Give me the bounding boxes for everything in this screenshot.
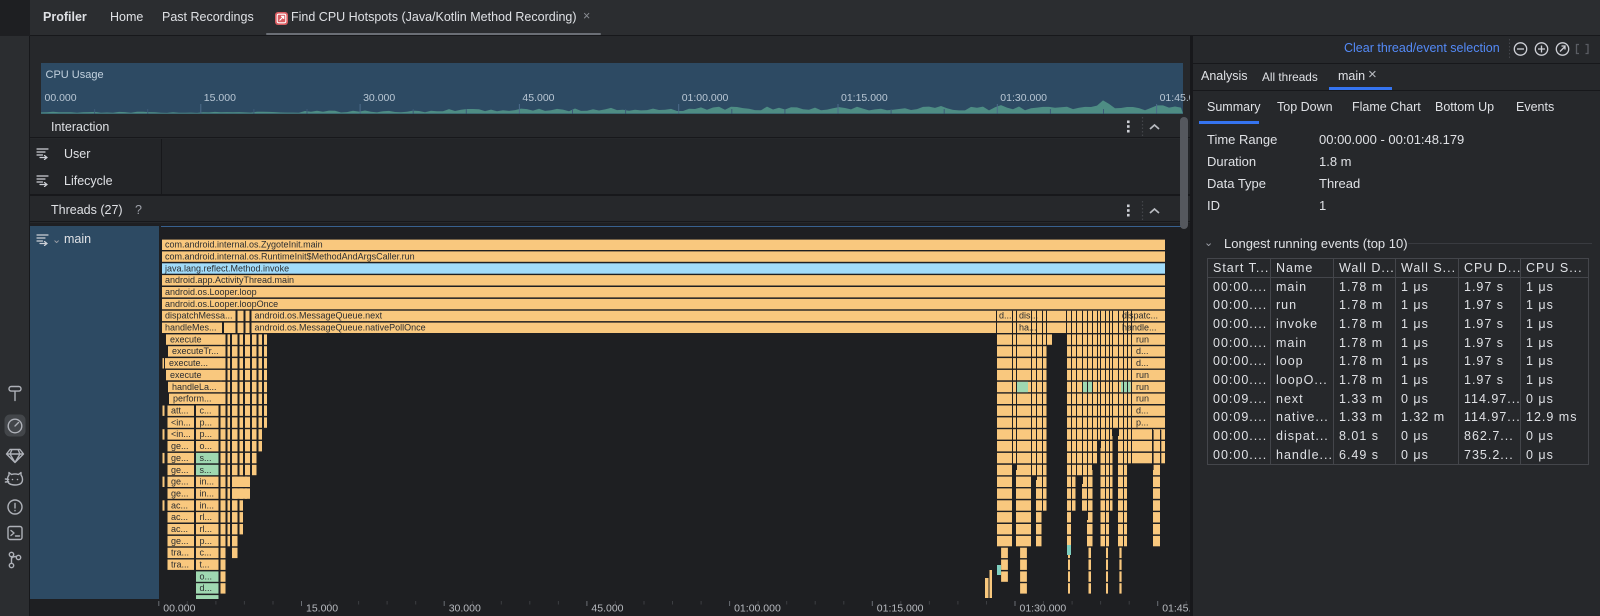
svg-text:run: run xyxy=(1136,382,1149,392)
svg-text:perform...: perform... xyxy=(173,394,212,404)
svg-text:45.000: 45.000 xyxy=(591,603,623,615)
svg-text:ha...: ha... xyxy=(1019,323,1037,333)
svg-text:android.os.MessageQueue.native: android.os.MessageQueue.nativePollOnce xyxy=(255,323,426,333)
svg-text:ge...: ge... xyxy=(171,453,189,463)
svg-text:p...: p... xyxy=(200,429,213,439)
svg-text:15.000: 15.000 xyxy=(204,92,236,104)
svg-text:o...: o... xyxy=(200,571,213,581)
svg-text:<in...: <in... xyxy=(171,417,191,427)
svg-text:ac...: ac... xyxy=(171,500,188,510)
svg-text:ac...: ac... xyxy=(171,524,188,534)
svg-text:01:45.0: 01:45.0 xyxy=(1160,92,1195,104)
svg-text:d...: d... xyxy=(200,583,213,593)
svg-text:00.000: 00.000 xyxy=(45,92,77,104)
svg-text:s...: s... xyxy=(200,453,212,463)
svg-text:d...: d... xyxy=(1136,406,1149,416)
svg-text:handleLa...: handleLa... xyxy=(172,382,217,392)
svg-text:com.android.internal.os.Runtim: com.android.internal.os.RuntimeInit$Meth… xyxy=(165,251,415,261)
svg-text:s...: s... xyxy=(200,465,212,475)
svg-text:01:00.000: 01:00.000 xyxy=(682,92,729,104)
svg-text:rl...: rl... xyxy=(200,512,213,522)
svg-text:android.os.Looper.loopOnce: android.os.Looper.loopOnce xyxy=(165,299,278,309)
svg-text:rl...: rl... xyxy=(200,524,213,534)
svg-text:01:45.0: 01:45.0 xyxy=(1162,603,1197,615)
svg-text:java.lang.reflect.Method.invok: java.lang.reflect.Method.invoke xyxy=(164,263,289,273)
svg-text:in...: in... xyxy=(200,477,215,487)
svg-text:com.android.internal.os.Zygote: com.android.internal.os.ZygoteInit.main xyxy=(165,240,323,250)
svg-text:d...: d... xyxy=(1136,346,1149,356)
svg-text:android.app.ActivityThread.mai: android.app.ActivityThread.main xyxy=(165,275,294,285)
svg-text:01:15.000: 01:15.000 xyxy=(841,92,888,104)
svg-text:t...: t... xyxy=(200,560,210,570)
svg-text:ge...: ge... xyxy=(171,536,189,546)
svg-text:run: run xyxy=(1136,370,1149,380)
svg-text:android.os.MessageQueue.next: android.os.MessageQueue.next xyxy=(255,311,383,321)
svg-text:run: run xyxy=(1136,334,1149,344)
svg-text:00.000: 00.000 xyxy=(163,603,195,615)
svg-text:ge...: ge... xyxy=(171,477,189,487)
svg-text:d...: d... xyxy=(999,311,1012,321)
svg-text:handleMes...: handleMes... xyxy=(165,323,217,333)
svg-text:run: run xyxy=(1136,394,1149,404)
svg-text:executeTr...: executeTr... xyxy=(172,346,219,356)
svg-text:c...: c... xyxy=(200,406,212,416)
svg-text:<in...: <in... xyxy=(171,429,191,439)
svg-text:01:00.000: 01:00.000 xyxy=(734,603,781,615)
svg-text:01:15.000: 01:15.000 xyxy=(877,603,924,615)
svg-text:in...: in... xyxy=(200,488,215,498)
svg-text:c...: c... xyxy=(200,548,212,558)
svg-text:android.os.Looper.loop: android.os.Looper.loop xyxy=(165,287,257,297)
svg-text:ac...: ac... xyxy=(171,512,188,522)
svg-text:p...: p... xyxy=(200,417,213,427)
svg-text:ge...: ge... xyxy=(171,488,189,498)
svg-text:execute: execute xyxy=(170,370,202,380)
svg-text:att...: att... xyxy=(171,406,189,416)
svg-text:dis...: dis... xyxy=(1019,311,1038,321)
svg-text:handle...: handle... xyxy=(1122,323,1157,333)
svg-text:dispatchMessa...: dispatchMessa... xyxy=(165,311,233,321)
svg-text:execute: execute xyxy=(170,334,202,344)
svg-text:ge...: ge... xyxy=(171,441,189,451)
svg-text:15.000: 15.000 xyxy=(306,603,338,615)
svg-text:01:30.000: 01:30.000 xyxy=(1000,92,1047,104)
svg-text:p...: p... xyxy=(200,536,213,546)
svg-text:30.000: 30.000 xyxy=(449,603,481,615)
svg-text:p...: p... xyxy=(1136,417,1149,427)
svg-text:01:30.000: 01:30.000 xyxy=(1020,603,1067,615)
svg-text:45.000: 45.000 xyxy=(522,92,554,104)
svg-text:execute...: execute... xyxy=(169,358,208,368)
svg-text:30.000: 30.000 xyxy=(363,92,395,104)
svg-text:in...: in... xyxy=(200,500,215,510)
svg-text:d...: d... xyxy=(1136,358,1149,368)
svg-text:tra...: tra... xyxy=(171,560,189,570)
svg-text:dispatc...: dispatc... xyxy=(1122,311,1158,321)
svg-text:CPU Usage: CPU Usage xyxy=(46,69,104,81)
svg-text:o...: o... xyxy=(200,441,213,451)
svg-text:tra...: tra... xyxy=(171,548,189,558)
svg-text:ge...: ge... xyxy=(171,465,189,475)
